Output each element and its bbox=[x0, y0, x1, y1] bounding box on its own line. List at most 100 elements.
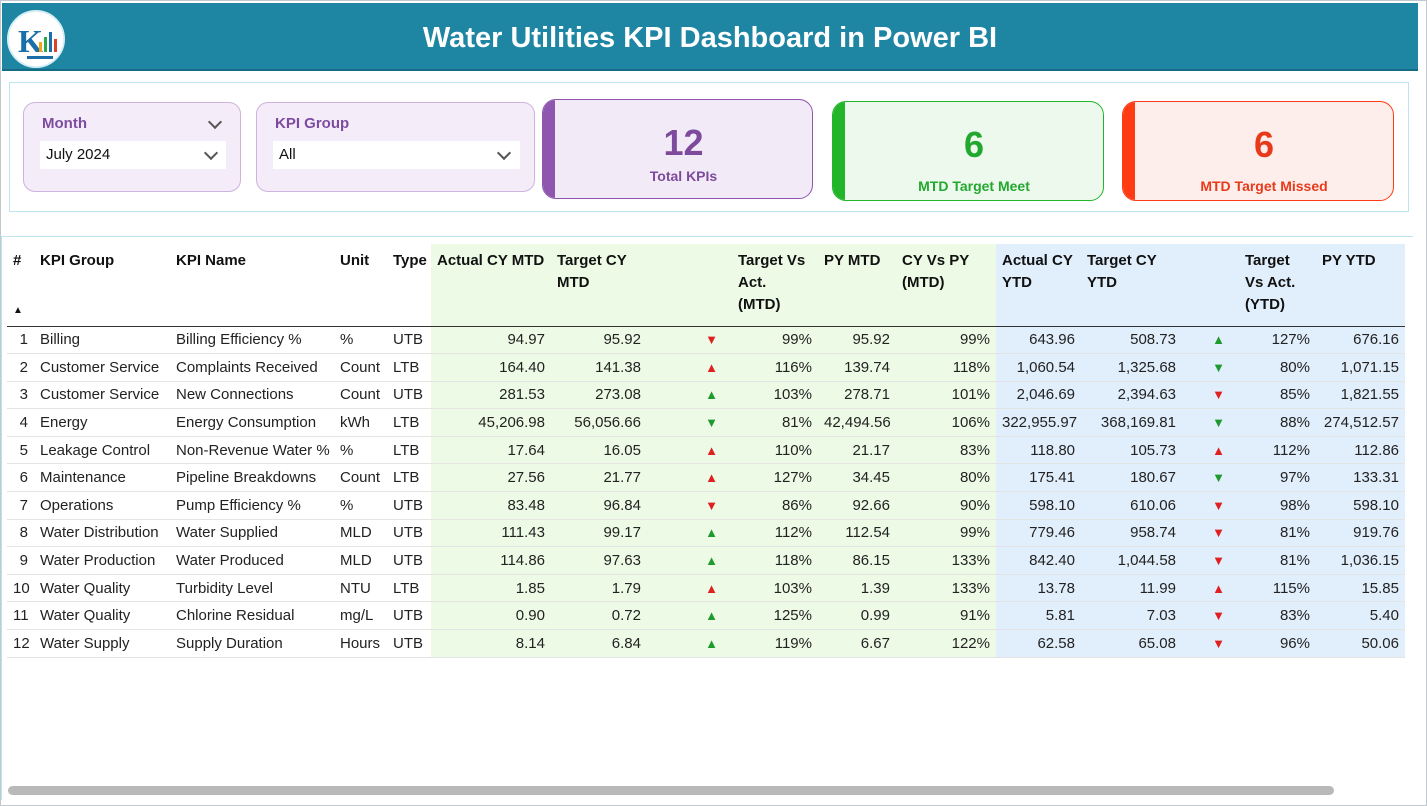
table-row[interactable]: 6 Maintenance Pipeline Breakdowns Count LTB 2… bbox=[7, 463, 1405, 493]
scrollbar-thumb[interactable] bbox=[8, 786, 1334, 795]
col-actual-cy-mtd-cell: 114.86 bbox=[431, 546, 551, 575]
col-cy-vs-py-mtd-cell: 83% bbox=[896, 436, 996, 465]
col-target-vs-act-mtd-header[interactable]: Target Vs Act. (MTD) bbox=[732, 244, 818, 327]
col-actual-cy-mtd-cell: 8.14 bbox=[431, 629, 551, 658]
col-target-cy-mtd-header[interactable]: Target CY MTD bbox=[551, 244, 647, 327]
col-actual-cy-mtd-cell: 94.97 bbox=[431, 326, 551, 355]
col-py-ytd-header[interactable]: PY YTD bbox=[1316, 244, 1405, 327]
col-cy-vs-py-mtd-cell: 133% bbox=[896, 546, 996, 575]
col-unit-cell: MLD bbox=[334, 546, 387, 575]
col-index-header[interactable]: # ▲ bbox=[7, 244, 34, 327]
col-cy-vs-py-mtd-header[interactable]: CY Vs PY (MTD) bbox=[896, 244, 996, 327]
col-kpi-group-cell: Billing bbox=[34, 326, 170, 355]
triangle-up-icon: ▲ bbox=[705, 387, 718, 403]
col-target-vs-act-mtd-cell: 112% bbox=[732, 519, 818, 548]
ytd-status-cell: ▼ bbox=[1182, 629, 1239, 658]
table-row[interactable]: 11 Water Quality Chlorine Residual mg/L UTB 0… bbox=[7, 601, 1405, 631]
col-actual-cy-mtd-cell: 281.53 bbox=[431, 381, 551, 410]
triangle-down-icon: ▼ bbox=[1212, 470, 1225, 486]
col-kpi-group-cell: Water Quality bbox=[34, 574, 170, 603]
table-row[interactable]: 12 Water Supply Supply Duration Hours UTB 8.1… bbox=[7, 629, 1405, 658]
col-ytd-status-header[interactable] bbox=[1182, 244, 1239, 327]
col-actual-cy-ytd-cell: 118.80 bbox=[996, 436, 1081, 465]
col-index-cell: 5 bbox=[7, 436, 34, 465]
triangle-up-icon: ▲ bbox=[705, 470, 718, 486]
col-kpi-name-header[interactable]: KPI Name bbox=[170, 244, 334, 327]
triangle-up-icon: ▲ bbox=[705, 580, 718, 596]
col-kpi-name-cell: Complaints Received bbox=[170, 353, 334, 382]
col-unit-header[interactable]: Unit bbox=[334, 244, 387, 327]
filters-panel: Month July 2024 KPI Group All 12 Total K… bbox=[9, 82, 1409, 212]
col-py-ytd-cell: 1,071.15 bbox=[1316, 353, 1405, 382]
col-py-mtd-cell: 1.39 bbox=[818, 574, 896, 603]
col-target-vs-act-ytd-cell: 80% bbox=[1239, 353, 1316, 382]
col-kpi-group-cell: Water Quality bbox=[34, 601, 170, 631]
col-index-cell: 4 bbox=[7, 408, 34, 437]
col-py-mtd-cell: 139.74 bbox=[818, 353, 896, 382]
col-py-mtd-header[interactable]: PY MTD bbox=[818, 244, 896, 327]
col-kpi-name-cell: Pump Efficiency % bbox=[170, 491, 334, 520]
col-target-cy-mtd-cell: 273.08 bbox=[551, 381, 647, 410]
chevron-down-icon[interactable] bbox=[207, 114, 223, 130]
col-actual-cy-ytd-cell: 1,060.54 bbox=[996, 353, 1081, 382]
col-target-vs-act-ytd-cell: 96% bbox=[1239, 629, 1316, 658]
col-target-cy-ytd-cell: 7.03 bbox=[1081, 601, 1182, 631]
col-unit-cell: kWh bbox=[334, 408, 387, 437]
sort-ascending-icon[interactable]: ▲ bbox=[13, 304, 23, 316]
col-target-cy-mtd-cell: 6.84 bbox=[551, 629, 647, 658]
col-py-mtd-cell: 0.99 bbox=[818, 601, 896, 631]
ytd-status-cell: ▼ bbox=[1182, 546, 1239, 575]
triangle-down-icon: ▼ bbox=[1212, 635, 1225, 651]
col-target-vs-act-mtd-cell: 81% bbox=[732, 408, 818, 437]
table-row[interactable]: 3 Customer Service New Connections Count UTB… bbox=[7, 381, 1405, 410]
col-kpi-name-cell: New Connections bbox=[170, 381, 334, 410]
mtd-target-missed-value: 6 bbox=[1253, 124, 1275, 165]
col-actual-cy-ytd-cell: 175.41 bbox=[996, 463, 1081, 493]
ytd-status-cell: ▲ bbox=[1182, 574, 1239, 603]
table-row[interactable]: 2 Customer Service Complaints Received Coun… bbox=[7, 353, 1405, 382]
ytd-status-cell: ▲ bbox=[1182, 436, 1239, 465]
table-row[interactable]: 1 Billing Billing Efficiency %% UTB 94.97 95.… bbox=[7, 326, 1405, 355]
table-row[interactable]: 4 Energy Energy Consumption kWh LTB 45,206.98… bbox=[7, 408, 1405, 437]
table-row[interactable]: 5 Leakage Control Non-Revenue Water %% LTB 1… bbox=[7, 436, 1405, 465]
col-unit-cell: % bbox=[334, 326, 387, 355]
ytd-status-cell: ▼ bbox=[1182, 463, 1239, 493]
col-index-cell: 10 bbox=[7, 574, 34, 603]
col-target-cy-ytd-header[interactable]: Target CY YTD bbox=[1081, 244, 1182, 327]
col-target-cy-mtd-cell: 99.17 bbox=[551, 519, 647, 548]
col-cy-vs-py-mtd-cell: 80% bbox=[896, 463, 996, 493]
col-py-ytd-cell: 50.06 bbox=[1316, 629, 1405, 658]
table-header-row: # ▲ KPI Group KPI Name Unit Type Actual CY MTD… bbox=[7, 244, 1405, 327]
month-dropdown[interactable]: July 2024 bbox=[40, 141, 226, 169]
dashboard-title: Water Utilities KPI Dashboard in Power B… bbox=[422, 22, 998, 54]
triangle-up-icon: ▲ bbox=[705, 359, 718, 375]
month-dropdown-value: July 2024 bbox=[46, 146, 111, 163]
col-py-ytd-cell: 1,821.55 bbox=[1316, 381, 1405, 410]
col-unit-cell: Hours bbox=[334, 629, 387, 658]
col-actual-cy-ytd-cell: 2,046.69 bbox=[996, 381, 1081, 410]
triangle-down-icon: ▼ bbox=[1212, 497, 1225, 513]
table-row[interactable]: 10 Water Quality Turbidity Level NTU LTB 1.85… bbox=[7, 574, 1405, 603]
table-row[interactable]: 7 Operations Pump Efficiency %% UTB 83.48 96.… bbox=[7, 491, 1405, 520]
col-kpi-group-cell: Operations bbox=[34, 491, 170, 520]
col-type-header[interactable]: Type bbox=[387, 244, 431, 327]
kpi-group-dropdown[interactable]: All bbox=[273, 141, 520, 169]
col-index-cell: 8 bbox=[7, 519, 34, 548]
triangle-down-icon: ▼ bbox=[1212, 387, 1225, 403]
triangle-down-icon: ▼ bbox=[1212, 525, 1225, 541]
table-row[interactable]: 8 Water Distribution Water Supplied MLD UTB 1… bbox=[7, 519, 1405, 548]
table-row[interactable]: 9 Water Production Water Produced MLD UTB 114… bbox=[7, 546, 1405, 575]
col-actual-cy-mtd-header[interactable]: Actual CY MTD bbox=[431, 244, 551, 327]
col-py-mtd-cell: 112.54 bbox=[818, 519, 896, 548]
col-target-cy-mtd-cell: 95.92 bbox=[551, 326, 647, 355]
col-target-cy-mtd-cell: 96.84 bbox=[551, 491, 647, 520]
col-kpi-group-header[interactable]: KPI Group bbox=[34, 244, 170, 327]
col-unit-cell: Count bbox=[334, 353, 387, 382]
month-slicer: Month July 2024 bbox=[23, 102, 241, 192]
col-index-cell: 3 bbox=[7, 381, 34, 410]
col-target-vs-act-mtd-cell: 103% bbox=[732, 381, 818, 410]
col-unit-cell: Count bbox=[334, 381, 387, 410]
col-target-vs-act-ytd-header[interactable]: Target Vs Act. (YTD) bbox=[1239, 244, 1316, 327]
col-mtd-status-header[interactable] bbox=[647, 244, 732, 327]
col-actual-cy-ytd-header[interactable]: Actual CY YTD bbox=[996, 244, 1081, 327]
